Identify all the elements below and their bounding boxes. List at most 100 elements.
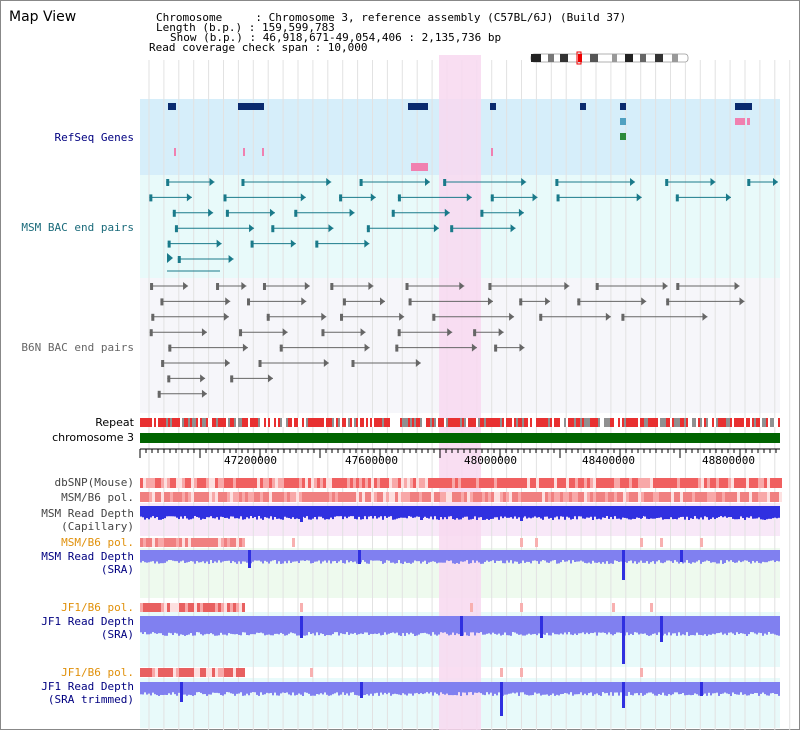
depth-bar (168, 506, 170, 517)
heat-cell (326, 492, 329, 502)
depth-bar (650, 550, 652, 563)
heat-cell (152, 538, 155, 547)
heat-cell (629, 492, 632, 502)
repeat-cell (304, 418, 306, 427)
track-label-dbsnp[interactable]: dbSNP(Mouse) (54, 476, 134, 489)
track-label-b6n-bac[interactable]: B6N BAC end pairs (21, 341, 134, 354)
heat-cell (578, 478, 581, 488)
heat-cell (293, 492, 296, 502)
repeat-cell (344, 418, 346, 427)
heat-cell (473, 478, 476, 488)
depth-bar (494, 616, 496, 634)
depth-bar (184, 506, 186, 517)
depth-bar (766, 682, 768, 696)
heat-cell (230, 492, 233, 502)
depth-bar (384, 682, 386, 693)
heat-cell (575, 478, 578, 488)
heat-cell (158, 668, 161, 677)
depth-bar (688, 550, 690, 563)
depth-bar (518, 550, 520, 564)
depth-bar (724, 506, 726, 517)
repeat-cell (506, 418, 508, 427)
depth-bar (708, 550, 710, 562)
depth-bar (666, 682, 668, 696)
repeat-cell (468, 418, 470, 427)
depth-bar (286, 682, 288, 693)
depth-bar (670, 682, 672, 696)
heat-cell (425, 492, 428, 502)
depth-bar (380, 506, 382, 517)
depth-bar (634, 506, 636, 519)
track-label-jf1-pol[interactable]: JF1/B6 pol. (61, 601, 134, 614)
repeat-cell (364, 418, 366, 427)
depth-bar (290, 550, 292, 563)
bac-end (167, 375, 171, 383)
bac-end (447, 328, 453, 337)
heat-cell (752, 478, 755, 488)
depth-bar (154, 682, 156, 695)
bac-end (249, 224, 255, 233)
track-label-refseq[interactable]: RefSeq Genes (54, 131, 134, 144)
depth-bar (194, 616, 196, 636)
depth-bar (296, 506, 298, 519)
heat-cell (209, 668, 212, 677)
repeat-cell (600, 418, 602, 427)
depth-bar (772, 550, 774, 561)
depth-bar (574, 506, 576, 517)
depth-bar (292, 616, 294, 634)
track-label-msm-pol-sra[interactable]: MSM/B6 pol. (61, 536, 134, 549)
depth-bar (654, 616, 656, 634)
depth-bar (170, 616, 172, 634)
depth-bar (584, 506, 586, 519)
depth-bar (642, 616, 644, 634)
depth-bar (344, 616, 346, 635)
repeat-cell (690, 418, 692, 427)
track-label-jf1-depth-trimmed[interactable]: JF1 Read Depth (SRA trimmed) (41, 680, 134, 706)
depth-bar (490, 550, 492, 562)
track-label-msm-pol[interactable]: MSM/B6 pol. (61, 491, 134, 504)
heat-cell (524, 478, 527, 488)
depth-bar (174, 616, 176, 633)
depth-bar (424, 550, 426, 561)
depth-bar (758, 616, 760, 633)
repeat-cell (450, 418, 452, 427)
depth-bar (568, 682, 570, 695)
depth-bar (690, 682, 692, 696)
heat-cell (485, 492, 488, 502)
depth-bar (494, 682, 496, 694)
heat-cell (668, 492, 671, 502)
depth-bar (514, 550, 516, 562)
heat-cell (395, 478, 398, 488)
repeat-cell (438, 418, 440, 427)
track-label-msm-depth-capillary[interactable]: MSM Read Depth (Capillary) (41, 507, 134, 533)
track-label-msm-bac[interactable]: MSM BAC end pairs (21, 221, 134, 234)
depth-bar (744, 550, 746, 561)
bac-end (269, 208, 275, 217)
depth-bar (534, 506, 536, 517)
bac-end (267, 374, 273, 383)
heat-cell (392, 492, 395, 502)
depth-bar (282, 550, 284, 564)
depth-bar (630, 682, 632, 695)
track-label-jf1-pol-trimmed[interactable]: JF1/B6 pol. (61, 666, 134, 679)
depth-bar (608, 550, 610, 564)
repeat-cell (680, 418, 682, 427)
depth-bar (374, 616, 376, 634)
depth-bar (724, 616, 726, 634)
heat-cell (482, 478, 485, 488)
depth-bar (282, 616, 284, 634)
heat-cell (683, 492, 686, 502)
track-label-msm-depth-sra[interactable]: MSM Read Depth (SRA) (41, 550, 134, 576)
depth-bar (166, 616, 168, 636)
gene-feature (262, 148, 264, 156)
depth-bar (276, 550, 278, 564)
depth-bar (560, 550, 562, 563)
depth-bar (774, 682, 776, 694)
depth-bar (244, 616, 246, 633)
track-label-jf1-depth-sra[interactable]: JF1 Read Depth (SRA) (41, 615, 134, 641)
depth-bar (372, 682, 374, 696)
repeat-cell (254, 418, 256, 427)
depth-bar (670, 506, 672, 518)
bac-end (450, 225, 454, 233)
